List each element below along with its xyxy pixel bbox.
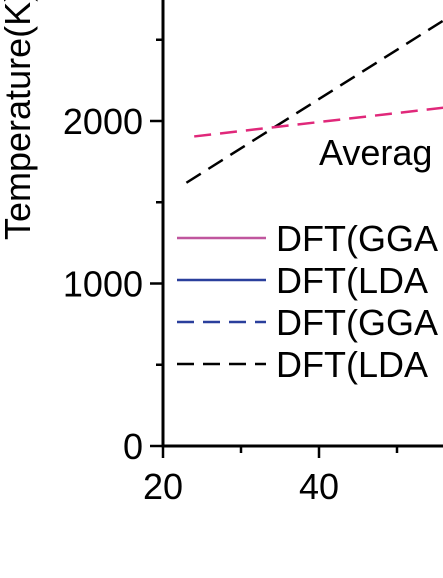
series-line <box>194 106 443 138</box>
annotation-label: Averag <box>319 132 432 173</box>
y-tick-label: 0 <box>123 426 143 467</box>
legend-label: DFT(GGA <box>276 218 438 259</box>
annotations-group: Averag <box>319 132 432 173</box>
legend-label: DFT(LDA <box>276 344 428 385</box>
y-tick-label: 1000 <box>63 264 143 305</box>
x-tick-label: 20 <box>143 466 183 507</box>
y-tick-label: 2000 <box>63 101 143 142</box>
legend-label: DFT(GGA <box>276 302 438 343</box>
y-axis-label: Temperature(K) <box>0 0 38 240</box>
series-group <box>185 19 443 184</box>
legend-label: DFT(LDA <box>276 260 428 301</box>
axes-group: 0 1000 2000 20 40 Temperature(K) <box>0 0 443 507</box>
x-tick-label: 40 <box>299 466 339 507</box>
